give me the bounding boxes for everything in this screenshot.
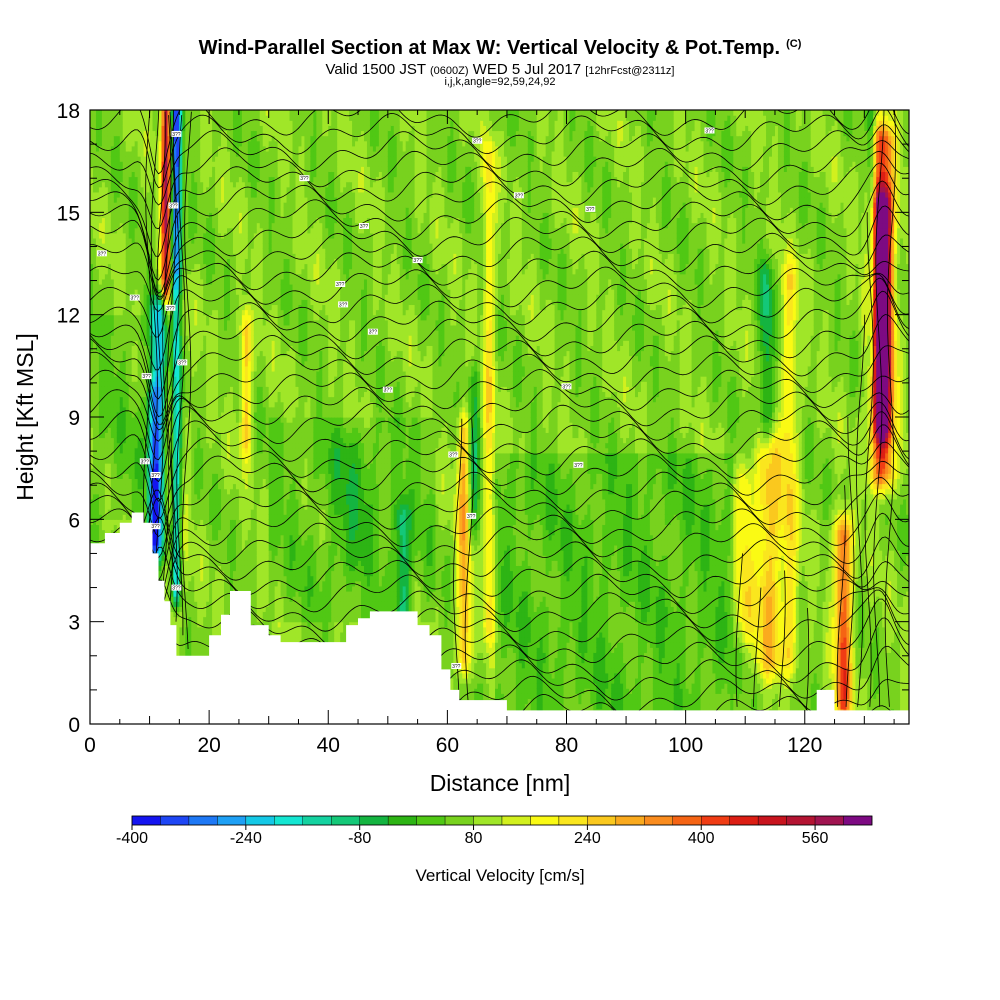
velocity-field	[90, 110, 910, 725]
cross-section-chart: 3??3??3??3??3??3??3??3??3??3??3??3??3??3…	[0, 0, 1000, 1000]
